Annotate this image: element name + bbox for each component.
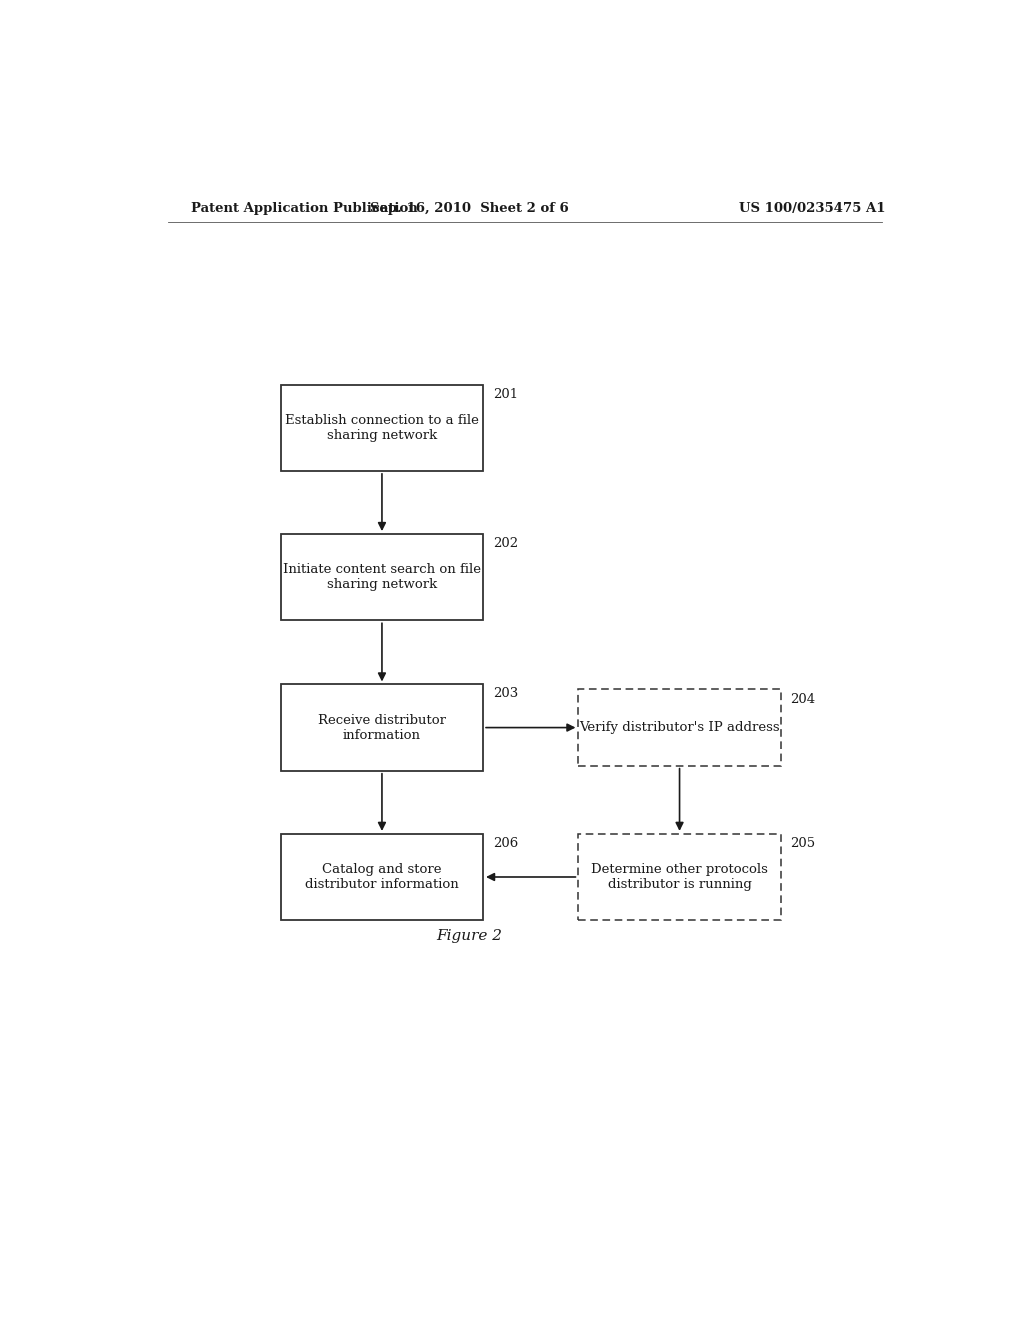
Bar (281, 684, 483, 771)
Text: Receive distributor
information: Receive distributor information (317, 714, 446, 742)
Text: 205: 205 (791, 837, 815, 850)
Text: Patent Application Publication: Patent Application Publication (191, 202, 418, 215)
Text: Determine other protocols
distributor is running: Determine other protocols distributor is… (591, 863, 768, 891)
Text: Catalog and store
distributor information: Catalog and store distributor informatio… (305, 863, 459, 891)
Text: Sep. 16, 2010  Sheet 2 of 6: Sep. 16, 2010 Sheet 2 of 6 (370, 202, 568, 215)
Text: Initiate content search on file
sharing network: Initiate content search on file sharing … (283, 564, 481, 591)
Text: Figure 2: Figure 2 (436, 929, 502, 942)
Bar (579, 689, 780, 766)
Bar (281, 384, 483, 471)
Text: 203: 203 (493, 688, 518, 701)
Bar (579, 834, 780, 920)
Bar (281, 535, 483, 620)
Text: Establish connection to a file
sharing network: Establish connection to a file sharing n… (285, 413, 479, 442)
Text: US 100/0235475 A1: US 100/0235475 A1 (739, 202, 886, 215)
Text: 202: 202 (493, 537, 518, 550)
Text: Verify distributor's IP address: Verify distributor's IP address (580, 721, 780, 734)
Bar (281, 834, 483, 920)
Text: 204: 204 (791, 693, 815, 705)
Text: 201: 201 (493, 388, 518, 400)
Text: 206: 206 (493, 837, 518, 850)
